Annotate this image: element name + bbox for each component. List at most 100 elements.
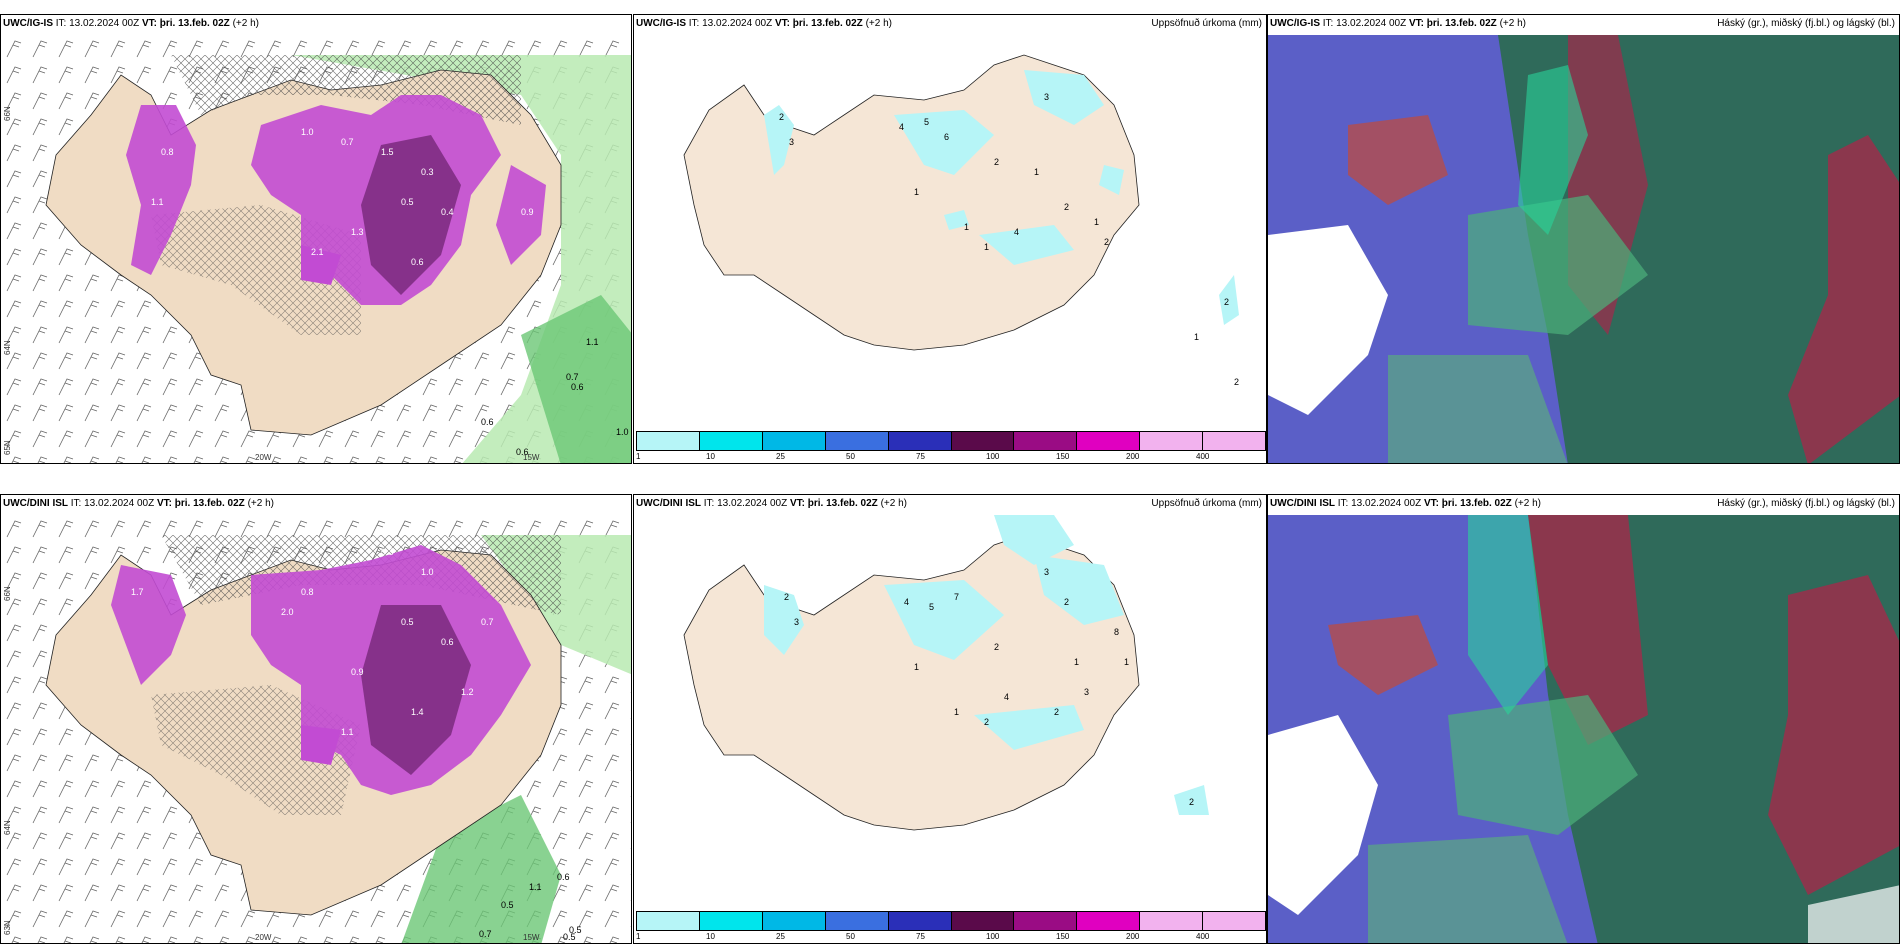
snow-value: 1.1 — [341, 727, 354, 737]
rain-value: 1.0 — [616, 427, 629, 437]
precip-value: 6 — [944, 132, 949, 142]
snow-value: 1.3 — [351, 227, 364, 237]
lat-label: 64N — [3, 820, 12, 835]
colorbar-swatch — [762, 912, 826, 930]
iceland-cloud-map — [1268, 35, 1899, 463]
snow-value: 1.4 — [411, 707, 424, 717]
lon-label: 15W — [523, 933, 540, 942]
panel-header: UWC/IG-IS IT: 13.02.2024 00Z VT: þri. 13… — [1270, 18, 1526, 29]
iceland-cloud-map — [1268, 515, 1899, 943]
precip-value: 2 — [984, 717, 989, 727]
colorbar-swatch — [1203, 432, 1266, 450]
colorbar-tick: 150 — [1056, 932, 1070, 941]
colorbar-tick: 1 — [636, 932, 641, 941]
colorbar-swatch — [888, 912, 952, 930]
colorbar-swatch — [762, 432, 826, 450]
snow-value: 0.7 — [341, 137, 354, 147]
snow-value: 0.9 — [521, 207, 534, 217]
precip-title: Uppsöfnuð úrkoma (mm) — [1151, 498, 1262, 509]
colorbar-tick: 100 — [986, 932, 1000, 941]
snow-value: 0.7 — [481, 617, 494, 627]
precip-colorbar — [636, 911, 1266, 931]
colorbar-swatch — [1140, 912, 1204, 930]
snow-wind-map-panel-bottom: UWC/DINI ISL IT: 13.02.2024 00Z VT: þri.… — [0, 494, 632, 944]
iceland-snow-map: 1.7 0.8 1.0 0.5 0.6 1.4 0.9 1.2 0.3 2.0 … — [1, 515, 631, 943]
colorbar-tick: 50 — [846, 932, 855, 941]
precip-value: 4 — [1014, 227, 1019, 237]
rain-value: 0.5 — [563, 932, 576, 942]
precip-value: 2 — [1064, 202, 1069, 212]
snow-value: 0.6 — [411, 257, 424, 267]
precip-map-panel-bottom: UWC/DINI ISL IT: 13.02.2024 00Z VT: þri.… — [633, 494, 1267, 944]
rain-value: 0.6 — [516, 447, 529, 457]
snow-value: 1.7 — [131, 587, 144, 597]
lon-label: 20W — [255, 453, 272, 462]
colorbar-tick: 75 — [916, 932, 925, 941]
colorbar-swatch — [888, 432, 952, 450]
lon-label: 20W — [255, 933, 272, 942]
colorbar-tick: 200 — [1126, 452, 1140, 461]
lat-label: 63N — [3, 920, 12, 935]
rain-value: 0.6 — [571, 382, 584, 392]
precip-title: Uppsöfnuð úrkoma (mm) — [1151, 18, 1262, 29]
precip-value: 3 — [1044, 567, 1049, 577]
colorbar-swatch — [1203, 912, 1266, 930]
colorbar-swatch — [825, 912, 889, 930]
colorbar-swatch — [699, 912, 763, 930]
lon-label: 15W — [523, 453, 540, 462]
rain-value: 0.6 — [481, 417, 494, 427]
rain-value: 0.7 — [479, 929, 492, 939]
precip-value: 4 — [899, 122, 904, 132]
snow-value: 0.3 — [381, 547, 394, 557]
colorbar-tick: 150 — [1056, 452, 1070, 461]
colorbar-labels: 1 10 25 50 75 100 150 200 400 — [636, 932, 1264, 942]
precip-value: 2 — [994, 157, 999, 167]
colorbar-swatch — [1077, 912, 1141, 930]
precip-value: 1 — [914, 662, 919, 672]
snow-value: 0.8 — [161, 147, 174, 157]
precip-value: 4 — [904, 597, 909, 607]
precip-value: 3 — [1044, 92, 1049, 102]
precip-value: 8 — [1114, 627, 1119, 637]
cloud-map-panel-bottom: UWC/DINI ISL IT: 13.02.2024 00Z VT: þri.… — [1267, 494, 1900, 944]
precip-value: 1 — [954, 707, 959, 717]
precip-value: 5 — [929, 602, 934, 612]
colorbar-tick: 400 — [1196, 452, 1210, 461]
colorbar-swatch — [951, 912, 1015, 930]
precip-value: 1 — [1074, 657, 1079, 667]
colorbar-swatch — [637, 912, 700, 930]
snow-value: 0.3 — [421, 167, 434, 177]
precip-value: 2 — [1064, 597, 1069, 607]
precip-value: 2 — [1054, 707, 1059, 717]
cloud-title: Háský (gr.), miðský (fj.bl.) og lágský (… — [1717, 18, 1895, 29]
precip-value: 1 — [914, 187, 919, 197]
precip-value: 1 — [964, 222, 969, 232]
cloud-map-panel-top: UWC/IG-IS IT: 13.02.2024 00Z VT: þri. 13… — [1267, 14, 1900, 464]
rain-value: 0.7 — [566, 372, 579, 382]
precip-map-panel-top: UWC/IG-IS IT: 13.02.2024 00Z VT: þri. 13… — [633, 14, 1267, 464]
snow-value: 1.0 — [421, 567, 434, 577]
snow-value: 0.4 — [441, 207, 454, 217]
colorbar-swatch — [637, 432, 700, 450]
precip-colorbar — [636, 431, 1266, 451]
snow-value: 0.8 — [301, 587, 314, 597]
iceland-precip-map: 2 3 4 5 7 1 2 3 2 1 2 4 1 8 2 3 1 2 — [683, 515, 1209, 831]
lat-label: 66N — [3, 586, 12, 601]
precip-value: 2 — [1234, 377, 1239, 387]
precip-value: 1 — [984, 242, 989, 252]
colorbar-swatch — [951, 432, 1015, 450]
precip-value: 4 — [1004, 692, 1009, 702]
precip-value: 3 — [1084, 687, 1089, 697]
colorbar-swatch — [1140, 432, 1204, 450]
iceland-snow-map: 1.0 0.7 1.5 0.3 0.5 0.4 1.3 0.6 0.8 1.1 … — [1, 35, 631, 463]
snow-wind-map-panel-top: UWC/IG-IS IT: 13.02.2024 00Z VT: þri. 13… — [0, 14, 632, 464]
colorbar-swatch — [699, 432, 763, 450]
colorbar-tick: 1 — [636, 452, 641, 461]
panel-header: UWC/DINI ISL IT: 13.02.2024 00Z VT: þri.… — [1270, 498, 1541, 509]
precip-value: 1 — [1194, 332, 1199, 342]
colorbar-swatch — [1014, 432, 1078, 450]
snow-value: 1.1 — [151, 197, 164, 207]
rain-value: 0.6 — [557, 872, 570, 882]
colorbar-tick: 50 — [846, 452, 855, 461]
snow-value: 2.0 — [281, 607, 294, 617]
